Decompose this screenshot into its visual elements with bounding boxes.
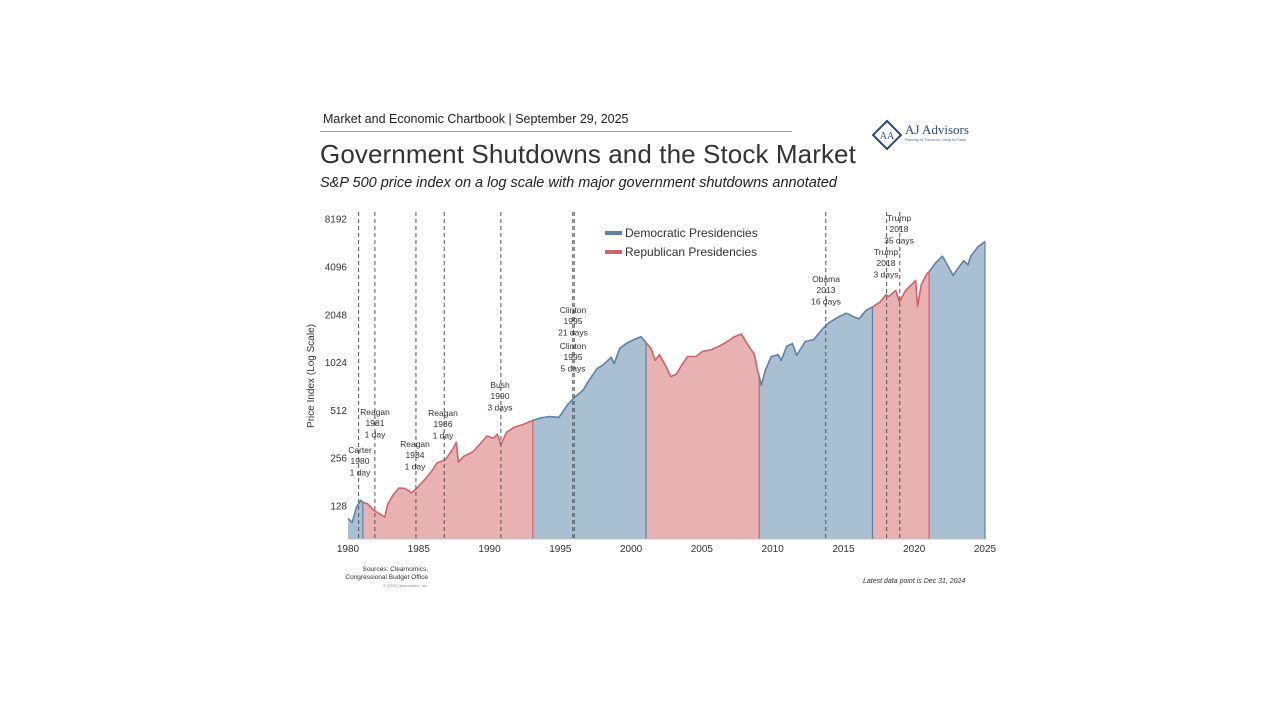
shutdown-label-5-1: 1995 bbox=[564, 352, 583, 362]
shutdown-label-9-0: Trump bbox=[887, 213, 912, 223]
price-line-4 bbox=[758, 306, 873, 387]
diamond-logo-icon: AA bbox=[872, 120, 902, 150]
logo-tagline: Planning for Tomorrow, Living for Today bbox=[905, 138, 967, 142]
latest-data-note: Latest data point is Dec 31, 2024 bbox=[863, 578, 966, 585]
header-divider bbox=[320, 131, 792, 132]
y-tick-128: 128 bbox=[330, 502, 347, 513]
shutdown-label-8-2: 3 days bbox=[873, 269, 898, 279]
price-line-6 bbox=[928, 240, 986, 277]
shutdown-label-1-1: 1981 bbox=[366, 418, 385, 428]
republican-area-3 bbox=[646, 334, 760, 539]
shutdown-label-0-2: 1 day bbox=[350, 467, 372, 477]
sources-line-2: Congressional Budget Office bbox=[345, 574, 428, 581]
shutdown-label-5-2: 5 days bbox=[560, 363, 585, 373]
price-line-2 bbox=[532, 335, 647, 422]
chart-subtitle: S&P 500 price index on a log scale with … bbox=[320, 175, 837, 191]
copyright-note: © 2025 Clearnomics, Inc. bbox=[383, 583, 428, 588]
shutdown-label-4-0: Bush bbox=[490, 380, 510, 390]
shutdown-label-2-2: 1 day bbox=[405, 461, 427, 471]
price-line-3 bbox=[645, 333, 760, 378]
republican-area-5 bbox=[872, 271, 930, 539]
x-tick-2010: 2010 bbox=[762, 544, 785, 555]
republican-area-1 bbox=[362, 420, 533, 539]
shutdown-label-7-1: 2013 bbox=[817, 285, 836, 295]
x-tick-1990: 1990 bbox=[478, 544, 501, 555]
sources-line-1: Sources: Clearnomics, bbox=[362, 566, 428, 573]
shutdown-label-2-0: Reagan bbox=[400, 439, 430, 449]
shutdown-label-7-2: 16 days bbox=[811, 296, 841, 306]
legend-label-democratic: Democratic Presidencies bbox=[625, 226, 758, 240]
x-tick-2015: 2015 bbox=[832, 544, 855, 555]
chartbook-header: Market and Economic Chartbook | Septembe… bbox=[323, 112, 629, 126]
shutdown-label-6-2: 21 days bbox=[558, 327, 588, 337]
shutdown-label-8-1: 2018 bbox=[877, 258, 896, 268]
democratic-area-4 bbox=[759, 306, 873, 539]
x-tick-1985: 1985 bbox=[408, 544, 431, 555]
shutdown-label-2-1: 1984 bbox=[406, 450, 425, 460]
y-tick-8192: 8192 bbox=[325, 215, 348, 226]
shutdown-label-3-1: 1986 bbox=[434, 419, 453, 429]
shutdown-label-1-0: Reagan bbox=[360, 407, 390, 417]
shutdown-label-4-2: 3 days bbox=[487, 402, 512, 412]
shutdown-label-8-0: Trump bbox=[874, 247, 899, 257]
democratic-area-6 bbox=[929, 241, 985, 539]
y-tick-1024: 1024 bbox=[325, 358, 348, 369]
shutdown-label-0-1: 1980 bbox=[351, 456, 370, 466]
shutdown-label-7-0: Obama bbox=[812, 274, 840, 284]
shutdown-label-6-0: Clinton bbox=[560, 305, 587, 315]
shutdown-label-0-0: Carter bbox=[348, 445, 372, 455]
y-tick-4096: 4096 bbox=[325, 263, 348, 274]
company-logo: AA AJ Advisors Planning for Tomorrow, Li… bbox=[872, 118, 982, 152]
shutdown-label-9-1: 2018 bbox=[890, 224, 909, 234]
legend-label-republican: Republican Presidencies bbox=[625, 245, 757, 259]
x-tick-2005: 2005 bbox=[691, 544, 714, 555]
chart-title: Government Shutdowns and the Stock Marke… bbox=[320, 139, 856, 169]
y-tick-256: 256 bbox=[330, 454, 347, 465]
svg-text:AA: AA bbox=[880, 131, 895, 142]
democratic-area-2 bbox=[532, 336, 646, 539]
y-axis-label: Price Index (Log Scale) bbox=[306, 324, 317, 428]
shutdown-label-1-2: 1 day bbox=[365, 429, 387, 439]
shutdown-label-6-1: 1995 bbox=[564, 316, 583, 326]
axes: 1980 1985 1990 1995 2000 2005 2010 2015 2020 2025… bbox=[325, 215, 997, 555]
shutdown-label-3-2: 1 day bbox=[433, 430, 455, 440]
shutdown-label-9-2: 35 days bbox=[884, 235, 914, 245]
presidency-areas bbox=[348, 241, 985, 539]
price-line-5 bbox=[872, 271, 930, 308]
x-tick-2000: 2000 bbox=[620, 544, 643, 555]
x-tick-1995: 1995 bbox=[549, 544, 572, 555]
sources-note: Sources: Clearnomics, Congressional Budg… bbox=[342, 566, 428, 582]
y-tick-2048: 2048 bbox=[325, 310, 348, 321]
price-line-0 bbox=[347, 499, 364, 524]
x-tick-1980: 1980 bbox=[337, 544, 360, 555]
shutdown-label-4-1: 1990 bbox=[491, 391, 510, 401]
logo-name: AJ Advisors bbox=[905, 122, 969, 137]
legend: Democratic Presidencies Republican Presid… bbox=[605, 226, 758, 259]
y-tick-512: 512 bbox=[330, 406, 347, 417]
shutdown-label-3-0: Reagan bbox=[428, 408, 458, 418]
x-tick-2025: 2025 bbox=[974, 544, 997, 555]
shutdown-label-5-0: Clinton bbox=[560, 341, 587, 351]
x-tick-2020: 2020 bbox=[903, 544, 926, 555]
democratic-area-0 bbox=[348, 500, 363, 539]
